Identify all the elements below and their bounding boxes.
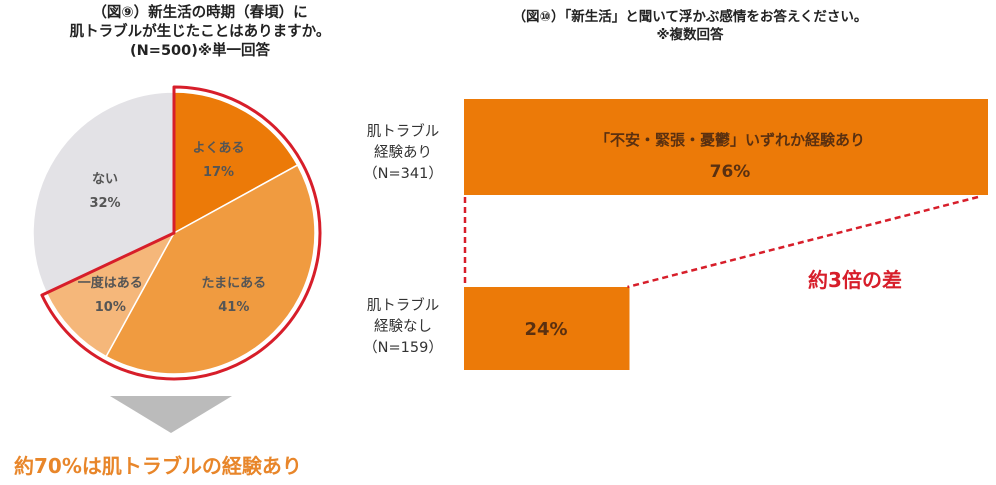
difference-annotation: 約3倍の差 [808,268,902,292]
bar-chart-title: （図⑩）「新生活」と聞いて浮かぶ感情をお答えください。 ※複数回答 [470,8,910,44]
comparison-dashed-line [627,195,979,289]
pie-title-line: 肌トラブルが生じたことはありますか。 [69,24,331,40]
pie-slice-label: 一度はある [78,275,143,291]
pie-highlight-outline [40,85,322,381]
category-label-not-experienced: 肌トラブル 経験なし （N=159） [348,296,458,359]
pie-slice-value: 32% [89,196,120,211]
pie-slice-value: 10% [95,300,126,315]
down-arrow-icon [110,396,232,433]
summary-text: 約70%は肌トラブルの経験あり [14,454,302,478]
pie-title-line: (N=500)※単一回答 [130,43,270,59]
category-label-line: （N=341） [363,166,443,182]
pie-slice-label: たまにある [201,276,266,291]
pie-slice [45,231,176,358]
category-label-experienced: 肌トラブル 経験あり （N=341） [348,122,458,185]
pie-slice-value: 17% [203,165,234,180]
pie-slice [105,164,316,375]
bar-title-line: ※複数回答 [656,27,724,43]
category-label-line: 経験なし [374,319,432,335]
pie-slice-label: よくある [192,141,244,156]
bar-label: 「不安・緊張・憂鬱」いずれか経験あり [595,131,865,149]
bar [464,287,630,370]
category-label-line: （N=159） [363,340,443,356]
category-label-line: 経験あり [374,145,432,161]
category-label-line: 肌トラブル [366,124,440,140]
pie-title-line: （図⑨）新生活の時期（春頃）に [92,5,308,21]
bar-title-line: （図⑩）「新生活」と聞いて浮かぶ感情をお答えください。 [512,9,868,25]
pie-slice [173,91,299,235]
bar-value-label: 76% [710,162,751,182]
pie-slice-value: 41% [218,300,249,315]
pie-slice [32,91,175,295]
pie-chart-title: （図⑨）新生活の時期（春頃）に 肌トラブルが生じたことはありますか。 (N=50… [40,4,360,61]
category-label-line: 肌トラブル [366,298,440,314]
bar-value-label: 24% [524,319,567,340]
pie-slice-label: ない [92,172,118,187]
bar [464,99,988,195]
